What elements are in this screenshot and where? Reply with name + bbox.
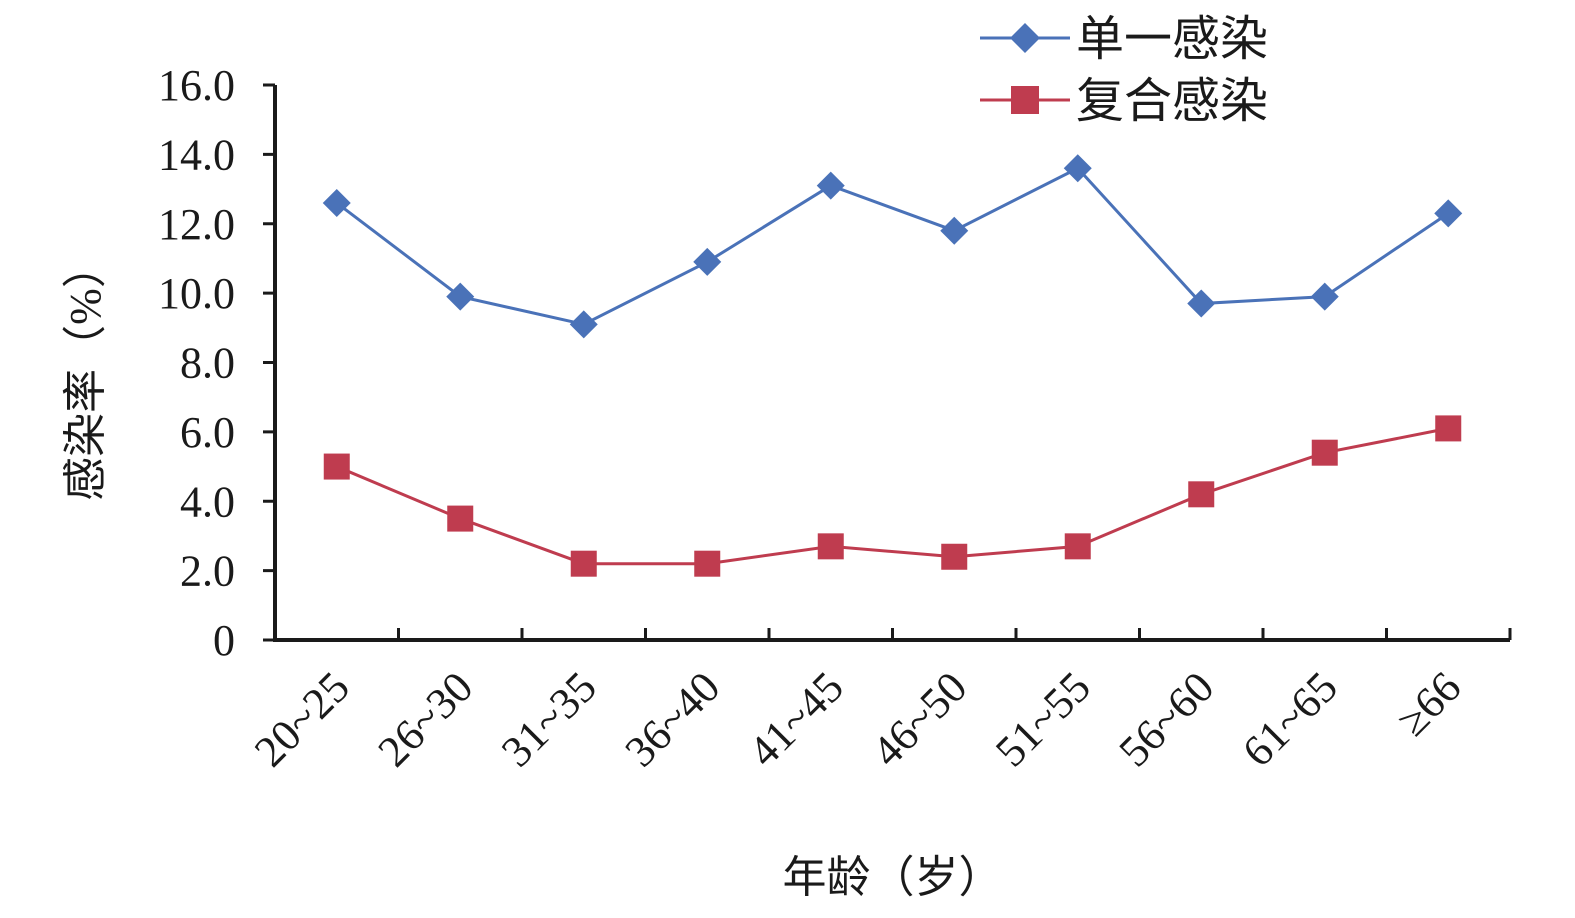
x-tick-label: 36~40 [616,662,730,776]
x-tick-label: 26~30 [369,662,483,776]
data-point-marker [570,550,597,577]
y-tick-label: 14.0 [158,130,235,179]
x-tick-label: 41~45 [739,662,853,776]
data-point-marker [1434,199,1463,228]
x-tick-label: 56~60 [1110,662,1224,776]
y-tick-label: 4.0 [180,477,235,526]
legend-marker [1010,23,1040,53]
data-point-marker [816,171,845,200]
data-point-marker [694,550,721,577]
series-layer [322,154,1463,577]
y-axis-title: 感染率（%） [61,244,110,501]
data-point-marker [1064,533,1091,560]
y-tick-label: 16.0 [158,61,235,110]
data-point-marker [569,310,598,339]
x-tick-label: 61~65 [1233,662,1347,776]
x-tick-label: 46~50 [863,662,977,776]
y-tick-label: 10.0 [158,269,235,318]
data-point-marker [1311,439,1338,466]
data-point-marker [1063,154,1092,183]
y-tick-label: 2.0 [180,547,235,596]
y-tick-label: 6.0 [180,408,235,457]
x-ticks: 20~25 26~30 31~35 36~40 41~45 46~50 51~55 56~60… [245,628,1512,776]
data-point-marker [1187,289,1216,318]
legend-label: 单一感染 [1076,13,1268,66]
data-point-marker [447,505,474,532]
x-tick-label: 31~35 [492,662,606,776]
data-point-marker [817,533,844,560]
data-point-marker [446,282,475,311]
data-point-marker [1310,282,1339,311]
data-point-marker [693,247,722,276]
x-tick-label: 20~25 [245,662,359,776]
data-point-marker [940,216,969,245]
legend-marker [1011,86,1039,114]
y-ticks: 0 2.0 4.0 6.0 8.0 10.0 12.0 14.0 16.0 [158,61,275,665]
series-line [336,426,1449,566]
data-point-marker [1435,415,1462,442]
data-point-marker [941,543,968,570]
x-axis-title: 年龄（岁） [783,853,1003,902]
x-tick-label: ≥66 [1387,662,1470,745]
data-point-marker [1188,481,1215,508]
y-tick-label: 0 [213,616,235,665]
axes [273,85,1510,642]
y-tick-label: 8.0 [180,339,235,388]
data-point-marker [323,453,350,480]
series-line [335,166,1450,326]
data-point-marker [322,188,351,217]
x-tick-label: 51~55 [986,662,1100,776]
legend-label: 复合感染 [1076,75,1268,128]
y-tick-label: 12.0 [158,200,235,249]
